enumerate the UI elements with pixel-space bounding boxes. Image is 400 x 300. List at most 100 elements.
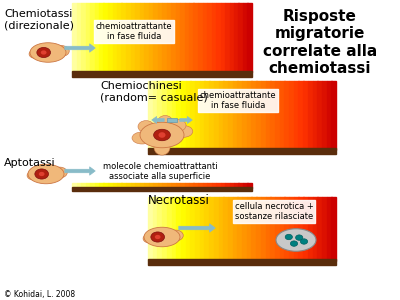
Ellipse shape [276,229,316,251]
Bar [94,183,100,188]
Bar [172,81,177,150]
Bar [162,196,167,261]
Bar [176,3,180,72]
Bar [322,196,327,261]
Ellipse shape [170,119,186,131]
Text: Chemiochinesi
(random= casuale): Chemiochinesi (random= casuale) [100,81,208,103]
Ellipse shape [132,132,152,144]
Bar [214,81,219,150]
Bar [112,183,118,188]
Bar [248,183,252,188]
Bar [298,81,304,150]
Bar [198,3,203,72]
Bar [140,183,144,188]
Bar [266,196,271,261]
Bar [242,81,247,150]
Bar [294,81,299,150]
Bar [90,183,95,188]
Bar [195,81,200,150]
Bar [72,3,77,72]
Ellipse shape [285,234,292,240]
Bar [303,196,308,261]
Bar [108,3,113,72]
Bar [209,196,214,261]
Bar [298,196,304,261]
Text: cellula necrotica +
sostanze rilasciate: cellula necrotica + sostanze rilasciate [235,202,313,221]
Bar [275,81,280,150]
Bar [172,196,177,261]
Bar [171,3,176,72]
Bar [108,183,113,188]
Bar [234,3,239,72]
Bar [220,3,226,72]
Bar [322,81,327,150]
Bar [252,196,256,261]
Ellipse shape [39,172,44,176]
Bar [99,183,104,188]
Bar [184,183,190,188]
Bar [148,81,153,150]
Text: © Kohidai, L. 2008: © Kohidai, L. 2008 [4,290,75,298]
Bar [81,183,86,188]
Bar [204,81,210,150]
Bar [238,183,243,188]
Bar [104,183,108,188]
Bar [112,3,118,72]
Bar [76,3,82,72]
Ellipse shape [173,125,193,137]
Bar [331,196,336,261]
Bar [122,3,126,72]
Ellipse shape [140,122,184,148]
Bar [247,196,252,261]
Bar [195,196,200,261]
Bar [153,196,158,261]
Bar [76,183,82,188]
Bar [230,183,234,188]
Bar [122,183,126,188]
Ellipse shape [52,167,67,178]
Bar [216,3,221,72]
Bar [158,183,162,188]
Bar [171,183,176,188]
Ellipse shape [138,121,154,133]
Bar [176,81,181,150]
Bar [228,196,233,261]
Bar [218,196,224,261]
Bar [312,196,318,261]
Bar [194,3,198,72]
Bar [225,3,230,72]
Bar [312,81,318,150]
Bar [148,259,336,265]
Bar [153,183,158,188]
Bar [166,183,172,188]
Bar [237,196,242,261]
Bar [86,3,90,72]
Bar [228,81,233,150]
Ellipse shape [300,239,308,244]
Bar [204,196,210,261]
Ellipse shape [168,230,183,241]
Bar [167,196,172,261]
Bar [104,3,108,72]
Bar [148,3,154,72]
Bar [72,71,252,76]
Bar [308,196,313,261]
Bar [180,3,185,72]
Bar [90,3,95,72]
Ellipse shape [144,227,180,247]
Bar [207,183,212,188]
Bar [190,196,196,261]
Text: chemioattrattante
in fase fluida: chemioattrattante in fase fluida [200,91,276,110]
Bar [225,183,230,188]
Ellipse shape [27,171,40,180]
Bar [130,183,135,188]
Ellipse shape [37,47,50,58]
Bar [289,81,294,150]
Ellipse shape [296,235,303,240]
Bar [126,3,131,72]
Ellipse shape [54,46,69,56]
Bar [230,3,234,72]
Ellipse shape [290,241,298,246]
Bar [194,183,198,188]
Bar [317,196,322,261]
